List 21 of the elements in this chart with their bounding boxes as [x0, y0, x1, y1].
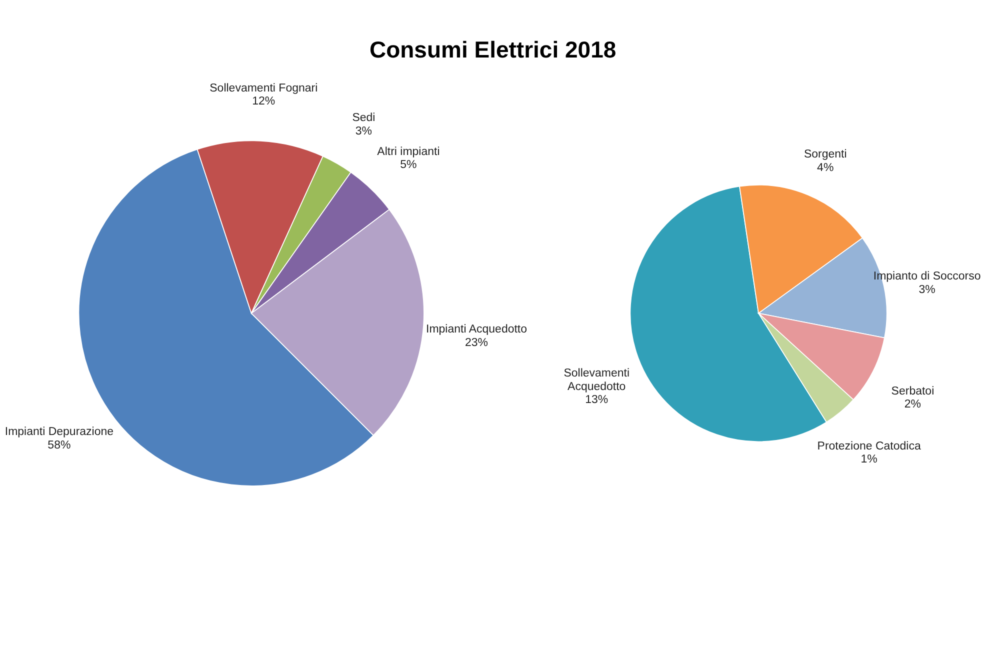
data-label: 1% [860, 454, 878, 466]
slice-label: Serbatoi [891, 385, 934, 398]
data-label: 12% [252, 96, 276, 108]
slice-label: Sorgenti [804, 148, 847, 161]
slice-label: Sollevamenti Acquedotto [564, 368, 630, 393]
data-label: 58% [48, 439, 71, 452]
data-label: 13% [585, 394, 608, 406]
slice-label: Impianti Depurazione [4, 426, 114, 438]
data-label: 3% [355, 125, 372, 138]
data-label: 23% [465, 336, 488, 349]
chart-title: Consumi Elettrici 2018 [369, 36, 616, 62]
slice-label: Sollevamenti Fognari [210, 82, 318, 94]
data-label: 3% [918, 284, 936, 296]
data-label: 4% [817, 162, 834, 174]
slice-label: Sedi [352, 112, 376, 124]
slice-label: Impianti Acquedotto [426, 324, 528, 336]
data-label: 2% [904, 398, 922, 411]
data-label: 5% [400, 159, 417, 172]
slice-label: Altri impianti [377, 146, 440, 158]
slice-label: Protezione Catodica [817, 440, 922, 452]
slice-label: Impianto di Soccorso [873, 270, 981, 283]
